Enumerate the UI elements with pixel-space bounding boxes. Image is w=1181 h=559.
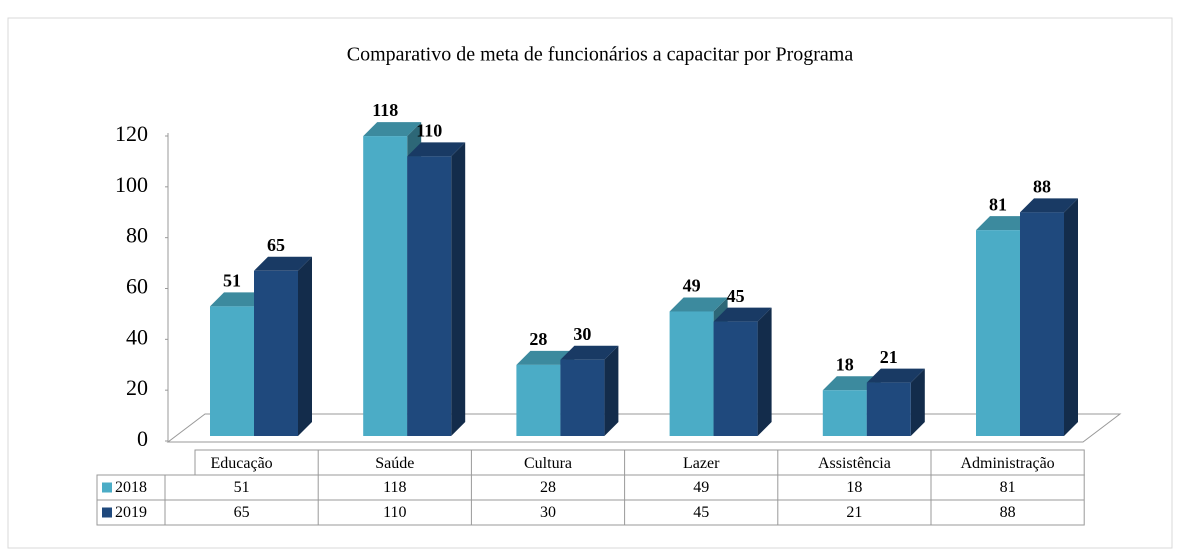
data-label: 118 xyxy=(372,100,398,120)
bar-side xyxy=(910,368,925,436)
bar-top xyxy=(866,368,925,383)
x-tick-label: Administração xyxy=(960,455,1054,472)
bar-top xyxy=(1020,198,1078,213)
x-tick-label: Saúde xyxy=(375,455,414,472)
bar xyxy=(407,156,452,436)
legend-label: 2019 xyxy=(115,504,147,521)
bar xyxy=(516,364,561,436)
y-tick-label: 120 xyxy=(115,121,148,146)
legend-swatch xyxy=(102,507,112,518)
bar xyxy=(560,359,605,436)
table-cell: 51 xyxy=(234,479,250,496)
data-label: 51 xyxy=(223,271,241,291)
table-cell: 110 xyxy=(383,504,406,521)
table-cell: 18 xyxy=(846,479,862,496)
bar xyxy=(210,306,254,436)
table-cell: 49 xyxy=(693,479,709,496)
bar xyxy=(669,311,714,436)
data-label: 30 xyxy=(573,324,591,344)
bar-top xyxy=(822,376,881,391)
y-tick-label: 60 xyxy=(126,274,148,299)
bar-top xyxy=(407,142,466,157)
bar-top xyxy=(516,350,575,365)
data-label: 81 xyxy=(989,194,1007,214)
bar-top xyxy=(210,292,268,307)
bar-side xyxy=(757,307,772,436)
data-label: 49 xyxy=(683,276,701,296)
table-cell: 65 xyxy=(234,504,250,521)
bar-top xyxy=(560,345,619,360)
x-tick-label: Educação xyxy=(211,455,273,472)
table-cell: 88 xyxy=(1000,504,1016,521)
x-tick-label: Cultura xyxy=(524,455,572,472)
data-label: 65 xyxy=(267,235,285,255)
legend-label: 2018 xyxy=(115,479,147,496)
legend-swatch xyxy=(102,482,112,493)
data-label: 45 xyxy=(727,286,745,306)
bar-top xyxy=(254,256,312,271)
data-label: 21 xyxy=(880,347,898,367)
y-tick-label: 100 xyxy=(115,172,148,197)
data-label: 18 xyxy=(836,354,854,374)
bar-side xyxy=(604,345,619,436)
y-tick-label: 40 xyxy=(126,324,148,349)
data-label: 28 xyxy=(529,329,547,349)
bar-side xyxy=(298,256,312,436)
bar xyxy=(363,136,408,437)
bar xyxy=(1020,212,1064,436)
y-tick-label: 20 xyxy=(126,375,148,400)
table-cell: 21 xyxy=(846,504,862,521)
chart-title: Comparativo de meta de funcionários a ca… xyxy=(347,44,854,66)
table-cell: 45 xyxy=(693,504,709,521)
data-label: 88 xyxy=(1033,176,1051,196)
bar xyxy=(976,230,1020,436)
bar-side xyxy=(1064,198,1078,436)
table-cell: 30 xyxy=(540,504,556,521)
floor xyxy=(166,413,1122,443)
bar-top xyxy=(669,297,728,312)
x-tick-label: Assistência xyxy=(818,455,891,472)
y-tick-label: 80 xyxy=(126,223,148,248)
bar-top xyxy=(976,216,1034,231)
bar xyxy=(254,270,298,436)
x-tick-label: Lazer xyxy=(683,455,720,472)
bar xyxy=(713,321,758,436)
table-cell: 81 xyxy=(1000,479,1016,496)
y-tick-label: 0 xyxy=(137,426,148,451)
table-cell: 118 xyxy=(383,479,406,496)
bar-top xyxy=(713,307,772,322)
bar-side xyxy=(451,142,466,436)
bar-top xyxy=(363,122,422,137)
data-label: 110 xyxy=(416,121,442,141)
bar xyxy=(866,382,911,436)
bar xyxy=(822,390,867,436)
table-cell: 28 xyxy=(540,479,556,496)
